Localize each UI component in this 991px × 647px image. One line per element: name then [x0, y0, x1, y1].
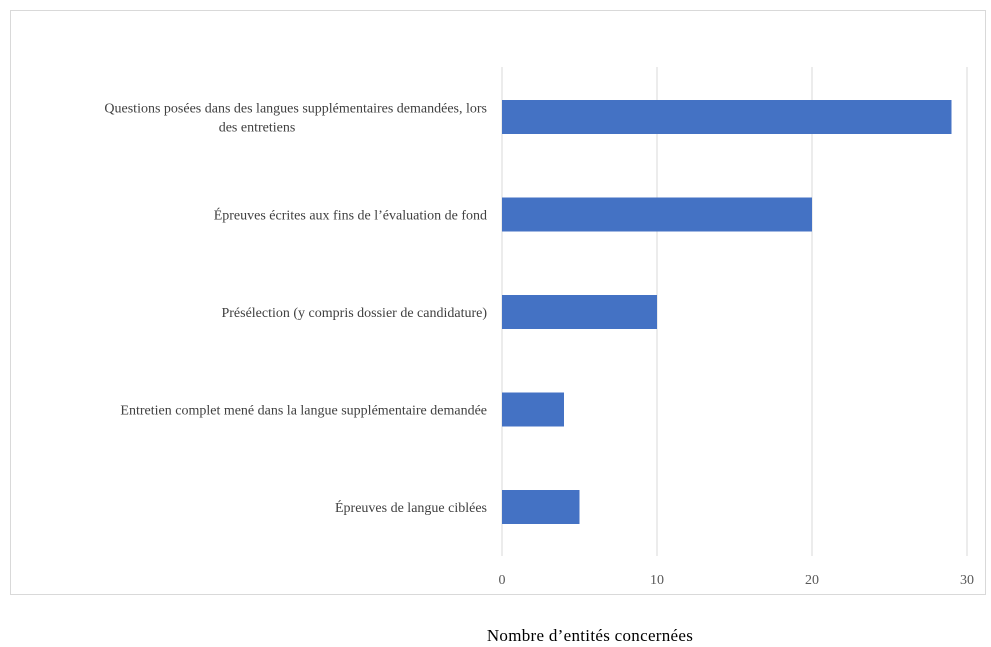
x-tick-label: 0	[499, 573, 506, 588]
category-label: Questions posées dans des langues supplé…	[104, 102, 487, 117]
x-axis-title: Nombre d’entités concernées	[486, 626, 694, 645]
bar	[502, 197, 812, 232]
bar	[502, 100, 952, 134]
category-label: Épreuves écrites aux fins de l’évaluatio…	[214, 207, 487, 224]
bar	[502, 392, 564, 427]
x-tick-label: 10	[650, 573, 664, 588]
category-label: Épreuves de langue ciblées	[335, 499, 487, 516]
x-tick-label: 20	[805, 573, 819, 588]
x-tick-label: 30	[960, 573, 974, 588]
bar	[502, 490, 580, 524]
category-label: des entretiens	[219, 121, 296, 136]
bar	[502, 295, 657, 329]
category-label: Présélection (y compris dossier de candi…	[221, 306, 487, 321]
category-label: Entretien complet mené dans la langue su…	[120, 404, 487, 419]
chart-frame: 0 10 20 30 Questions posées dans des langues…	[10, 10, 986, 595]
bar-chart: 0 10 20 30 Questions posées dans des langues…	[104, 67, 974, 588]
